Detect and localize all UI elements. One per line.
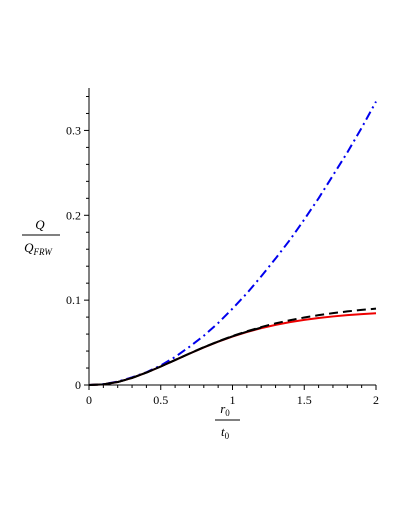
x-tick-label: 1.5 — [297, 393, 312, 407]
svg-text:Q: Q — [35, 217, 45, 232]
x-tick-label: 0 — [86, 393, 92, 407]
svg-text:r0: r0 — [220, 401, 230, 418]
x-label-den: t — [221, 424, 225, 439]
series-line-2 — [88, 312, 377, 386]
y-label-den: Q — [24, 240, 34, 255]
y-tick-label: 0.2 — [66, 208, 81, 222]
svg-text:t0: t0 — [221, 424, 230, 441]
series-line-4 — [88, 326, 262, 386]
x-tick-label: 1 — [230, 393, 236, 407]
x-label-den-sub: 0 — [225, 431, 230, 441]
x-tick-label: 0.5 — [153, 393, 168, 407]
x-label-num-sub: 0 — [225, 408, 230, 418]
x-label-num: r — [220, 401, 226, 416]
y-tick-label: 0.3 — [66, 123, 81, 137]
y-label-den-sub: FRW — [33, 247, 54, 257]
y-label-num: Q — [35, 217, 45, 232]
y-tick-label: 0 — [75, 378, 81, 392]
y-ticks: 0 0.1 0.2 0.3 — [66, 95, 89, 392]
svg-text:QFRW: QFRW — [24, 240, 53, 257]
series-line-3 — [88, 307, 377, 386]
series-line-1 — [88, 101, 377, 386]
x-tick-label: 2 — [373, 393, 379, 407]
axes — [88, 88, 376, 386]
x-ticks: 0 0.5 1 1.5 2 — [86, 385, 379, 407]
y-tick-label: 0.1 — [66, 293, 81, 307]
y-axis-label: Q QFRW — [22, 217, 60, 257]
series-lines — [88, 101, 377, 386]
x-axis-label: r0 t0 — [215, 401, 240, 441]
